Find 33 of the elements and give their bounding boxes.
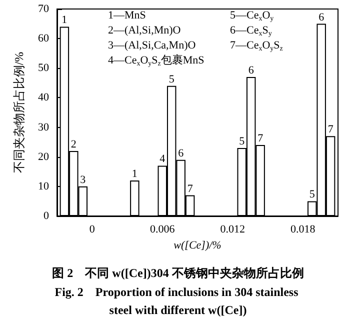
text: 6 [318,11,324,24]
text: 6 [248,64,254,77]
text: 1 [132,168,138,180]
x-tick-label: 0.006 [150,224,176,236]
series-label: 7 [187,182,194,195]
y-axis-title: 不同夹杂物所占比例/% [12,52,26,174]
y-tick-label: 60 [38,32,50,45]
y-tick-label: 20 [38,150,50,163]
text: 5 [309,188,315,201]
series-label: 3 [80,174,86,186]
y-tick-label: 70 [38,3,50,15]
series-label: 1 [62,14,68,26]
y-tick-label: 0 [44,210,50,222]
x-tick-label: 0.012 [220,224,245,236]
x-tick-label: 0 [89,224,96,236]
text: 7 [328,124,334,136]
y-tick-label: 40 [38,92,50,104]
y-tick-label: 10 [38,180,50,192]
text: Fig. 2 Proportion of inclusions in 304 stainless steel with different w([Ce]) [54,285,302,317]
y-tick-label: 30 [38,121,50,134]
series-label: 2 [70,138,76,150]
x-tick-label: 0.018 [290,224,316,236]
series-label: 6 [178,147,184,160]
annotation: 1—MnS [108,10,146,22]
annotation: 3—(Al,Si,Ca,Mn)O [108,40,196,52]
series-label: 5 [168,73,175,86]
y-tick-label: 50 [38,62,50,74]
text: 图 2 不同 w([Ce])304 不锈钢中夹杂物所占比例 [52,266,304,280]
text: 5 [239,135,245,148]
text: 7 [258,132,264,145]
series-label: 4 [160,153,166,166]
annotation: 2—(Al,Si,Mn)O [108,24,181,36]
x-axis-title: w([Ce])/% [174,240,222,252]
